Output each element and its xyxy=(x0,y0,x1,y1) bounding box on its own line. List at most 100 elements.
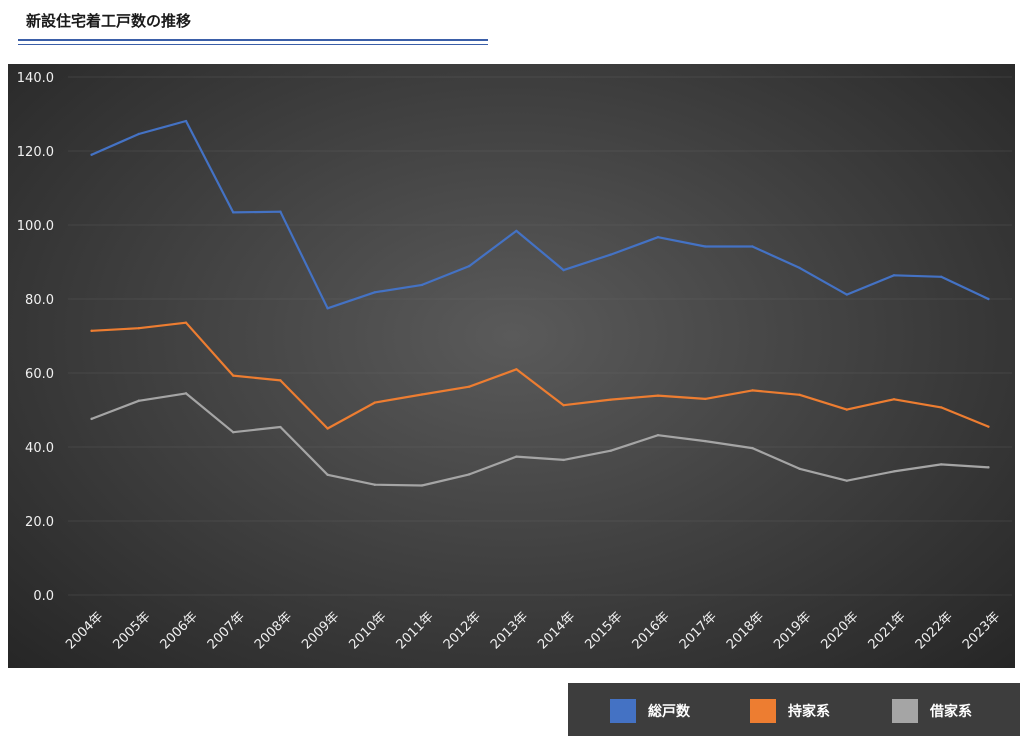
y-tick-label: 140.0 xyxy=(17,71,54,86)
title-underline xyxy=(18,39,488,41)
legend-label-total: 総戸数 xyxy=(648,704,690,720)
data-point xyxy=(279,379,282,382)
data-point xyxy=(845,408,848,411)
y-tick-label: 20.0 xyxy=(25,515,54,530)
data-point xyxy=(987,466,990,469)
x-tick-label: 2019年 xyxy=(771,609,814,652)
x-tick-label: 2022年 xyxy=(913,609,956,652)
data-point xyxy=(751,245,754,248)
data-point xyxy=(137,399,140,402)
data-point xyxy=(184,392,188,395)
data-point xyxy=(420,484,424,487)
x-tick-label: 2013年 xyxy=(488,609,531,652)
legend-item-owner: 持家系 xyxy=(750,699,830,723)
x-tick-label: 2010年 xyxy=(346,609,389,652)
y-axis-ticks: 0.0 20.0 40.0 60.0 80.0 100.0 120.0 140.0 xyxy=(17,71,54,604)
series-line-1 xyxy=(90,321,990,430)
y-tick-label: 100.0 xyxy=(17,219,54,234)
data-point xyxy=(798,467,801,471)
data-point xyxy=(420,283,424,287)
data-point xyxy=(232,211,235,214)
data-point xyxy=(562,458,565,462)
y-tick-label: 60.0 xyxy=(25,367,54,382)
data-point xyxy=(373,291,376,294)
data-point xyxy=(326,473,329,476)
page-title: 新設住宅着工戸数の推移 xyxy=(26,12,192,30)
data-point xyxy=(609,253,612,256)
chart-area: 0.0 20.0 40.0 60.0 80.0 100.0 120.0 140.0 2004年… xyxy=(8,64,1015,668)
x-tick-label: 2011年 xyxy=(394,609,437,652)
data-point xyxy=(845,293,848,296)
data-point xyxy=(420,393,424,396)
legend: 総戸数 持家系 借家系 xyxy=(568,683,1020,736)
data-point xyxy=(704,397,707,401)
legend-swatch-owner xyxy=(750,699,776,723)
data-point xyxy=(987,297,990,301)
x-tick-label: 2018年 xyxy=(724,609,767,652)
y-tick-label: 40.0 xyxy=(25,441,54,456)
data-point xyxy=(373,483,376,486)
x-tick-label: 2014年 xyxy=(535,609,578,652)
series-lines xyxy=(90,119,990,487)
x-tick-label: 2021年 xyxy=(866,609,909,652)
data-point xyxy=(468,385,471,388)
x-tick-label: 2017年 xyxy=(677,609,720,652)
data-point xyxy=(704,439,707,443)
data-point xyxy=(232,374,235,377)
data-point xyxy=(940,406,943,409)
legend-swatch-total xyxy=(610,699,636,723)
data-point xyxy=(892,398,896,401)
data-point xyxy=(798,393,801,397)
data-point xyxy=(940,275,943,278)
legend-label-owner: 持家系 xyxy=(788,704,830,720)
data-point xyxy=(845,479,848,482)
data-point xyxy=(609,398,612,401)
legend-swatch-rental xyxy=(892,699,918,723)
x-tick-label: 2009年 xyxy=(299,609,342,652)
data-point xyxy=(373,401,376,404)
data-point xyxy=(656,236,660,239)
y-tick-label: 0.0 xyxy=(33,589,54,604)
data-point xyxy=(90,329,93,333)
data-point xyxy=(987,425,990,428)
data-point xyxy=(515,368,518,371)
data-point xyxy=(562,268,565,272)
y-tick-label: 80.0 xyxy=(25,293,54,308)
x-tick-label: 2006年 xyxy=(158,609,201,652)
x-tick-label: 2005年 xyxy=(110,609,153,652)
data-point xyxy=(751,389,754,392)
x-tick-label: 2008年 xyxy=(252,609,295,652)
x-tick-label: 2007年 xyxy=(205,609,248,652)
gridlines xyxy=(68,76,1012,596)
x-tick-label: 2016年 xyxy=(630,609,673,652)
data-point xyxy=(609,449,612,452)
data-point xyxy=(515,455,518,458)
data-point xyxy=(468,264,471,268)
x-tick-label: 2023年 xyxy=(960,609,1003,652)
data-point xyxy=(798,266,801,270)
data-point xyxy=(137,132,140,136)
legend-item-total: 総戸数 xyxy=(610,699,690,723)
data-point xyxy=(279,425,282,429)
y-tick-label: 120.0 xyxy=(17,145,54,160)
data-point xyxy=(892,470,896,473)
legend-item-rental: 借家系 xyxy=(892,699,972,723)
data-point xyxy=(90,417,93,421)
x-tick-label: 2012年 xyxy=(441,609,484,652)
data-point xyxy=(90,153,93,156)
data-point xyxy=(940,463,943,466)
data-point xyxy=(562,403,565,407)
data-point xyxy=(515,229,518,233)
data-point xyxy=(184,321,188,324)
data-point xyxy=(232,431,235,434)
data-point xyxy=(468,473,471,476)
data-point xyxy=(279,210,282,213)
series-line-2 xyxy=(90,392,990,487)
data-point xyxy=(656,433,660,437)
title-underline-thin xyxy=(18,44,488,45)
data-point xyxy=(326,307,329,310)
data-point xyxy=(326,427,329,430)
legend-label-rental: 借家系 xyxy=(930,704,972,720)
series-line-0 xyxy=(90,119,990,310)
x-tick-label: 2020年 xyxy=(818,609,861,652)
